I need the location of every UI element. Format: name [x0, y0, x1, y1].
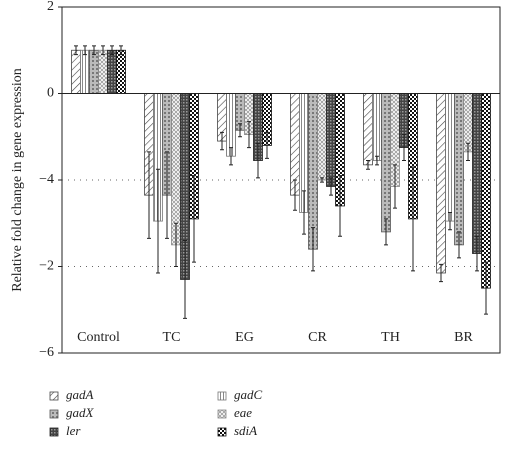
error-bar — [311, 227, 315, 272]
legend-swatch — [217, 427, 227, 437]
error-bar — [466, 142, 470, 162]
error-bar — [119, 45, 123, 56]
legend-swatch — [217, 409, 227, 419]
error-bar — [338, 175, 342, 237]
bar — [363, 93, 373, 166]
error-bar — [293, 179, 297, 211]
error-bar — [393, 164, 397, 209]
error-bar — [183, 240, 187, 319]
error-bar — [174, 222, 178, 267]
bar — [326, 93, 336, 187]
x-tick-label: Control — [77, 330, 120, 345]
bar — [71, 49, 81, 94]
bar — [107, 49, 117, 94]
error-bar — [448, 211, 452, 231]
y-tick-label: 2 — [47, 0, 54, 14]
error-bar — [366, 160, 370, 170]
y-tick-label: −2 — [39, 259, 54, 274]
bar — [116, 49, 126, 94]
bar — [308, 93, 318, 250]
error-bar — [329, 177, 333, 196]
bar — [481, 93, 491, 289]
error-bar — [83, 45, 87, 56]
error-bar — [229, 147, 233, 166]
legend-label: ler — [66, 423, 81, 438]
y-tick-label: −6 — [39, 345, 54, 360]
bar — [381, 93, 391, 233]
error-bar — [402, 134, 406, 162]
y-tick-label: −4 — [39, 172, 54, 187]
error-bar — [110, 45, 114, 56]
error-bar — [192, 175, 196, 263]
bar — [445, 93, 455, 222]
legend-swatch — [49, 427, 59, 437]
bar — [171, 93, 181, 246]
error-bar — [238, 123, 242, 138]
error-bar — [101, 45, 105, 56]
legend-swatch — [217, 391, 227, 401]
legend-swatch — [49, 391, 59, 401]
error-bar — [220, 131, 224, 151]
bar — [436, 93, 446, 274]
error-bar — [457, 231, 461, 259]
x-tick-label: TH — [381, 330, 400, 345]
y-tick-label: 0 — [47, 86, 54, 101]
x-tick-label: BR — [454, 330, 473, 345]
legend-label: gadX — [66, 405, 95, 420]
bar — [80, 49, 90, 94]
error-bar — [165, 151, 169, 239]
error-bar — [92, 45, 96, 56]
bar — [372, 93, 382, 161]
error-bar — [74, 45, 78, 56]
error-bar — [302, 190, 306, 235]
y-axis-label: Relative fold change in gene expression — [10, 68, 25, 292]
legend-label: sdiA — [234, 423, 257, 438]
bar — [454, 93, 464, 246]
error-bar — [147, 151, 151, 239]
error-bar — [156, 168, 160, 274]
error-bar — [247, 121, 251, 149]
error-bar — [439, 263, 443, 283]
error-bar — [256, 142, 260, 179]
bar — [89, 49, 99, 94]
error-bar — [411, 166, 415, 272]
error-bar — [384, 218, 388, 246]
legend-swatch — [49, 409, 59, 419]
x-tick-label: EG — [235, 330, 254, 345]
error-bar — [265, 131, 269, 159]
error-bar — [320, 177, 324, 183]
x-tick-label: CR — [308, 330, 327, 345]
legend-label: eae — [234, 405, 252, 420]
bar — [226, 93, 236, 157]
bar — [98, 49, 108, 94]
error-bar — [484, 261, 488, 315]
legend-label: gadC — [234, 387, 263, 402]
bar — [317, 93, 327, 181]
x-tick-label: TC — [163, 330, 181, 345]
legend-label: gadA — [66, 387, 94, 402]
error-bar — [475, 235, 479, 272]
error-bar — [375, 155, 379, 166]
bar — [472, 93, 482, 254]
